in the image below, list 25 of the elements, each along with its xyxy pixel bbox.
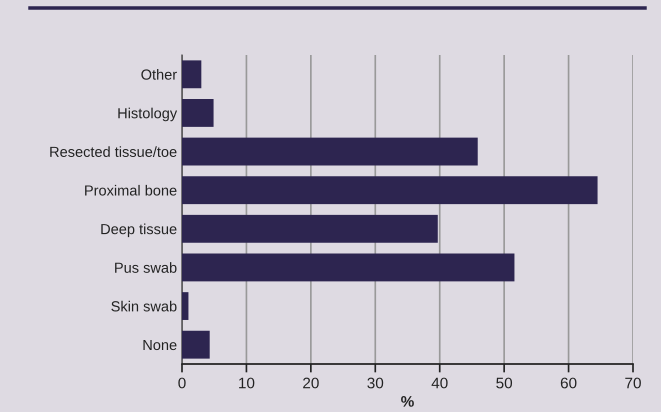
bar (182, 60, 202, 88)
x-tick-label: 40 (432, 378, 448, 388)
x-tick-label: 20 (303, 378, 319, 388)
x-tick-label: 30 (367, 378, 384, 388)
bar (182, 292, 188, 320)
x-tick-label: 60 (560, 378, 576, 388)
y-tick-label: Histology (118, 108, 178, 122)
bar (182, 99, 214, 127)
bar (182, 138, 478, 166)
bar (182, 330, 210, 359)
y-tick-label: None (143, 340, 176, 350)
bar (182, 176, 598, 204)
y-tick-label: Skin swab (111, 300, 177, 312)
bar (182, 254, 514, 282)
x-tick-label: 50 (496, 378, 512, 388)
y-tick-label: Other (141, 69, 177, 80)
y-tick-label: Deep tissue (101, 224, 176, 238)
y-tick-label: Resected tissue/toe (50, 146, 176, 157)
x-axis-title: % (401, 396, 414, 407)
x-tick-label: 10 (239, 378, 254, 388)
x-tick-label: 70 (625, 378, 641, 388)
x-tick-label: 0 (178, 378, 186, 388)
y-tick-label: Proximal bone (85, 184, 176, 196)
bar (182, 214, 438, 243)
y-tick-label: Pus swab (115, 262, 177, 273)
